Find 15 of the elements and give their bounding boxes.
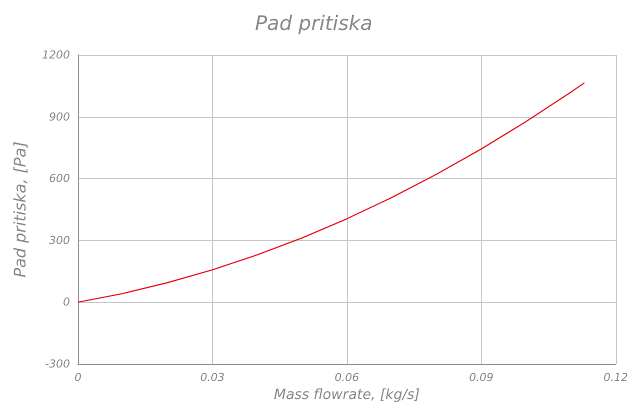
- chart-title: Pad pritiska: [255, 11, 372, 35]
- y-tick-label: 300: [49, 234, 70, 247]
- x-tick-label: 0.03: [200, 371, 225, 384]
- x-tick-label: 0.12: [604, 371, 628, 384]
- y-tick-label: 900: [49, 110, 70, 124]
- y-tick-label: -300: [45, 358, 70, 370]
- x-tick-label: 0.06: [334, 371, 360, 384]
- y-tick-label: 600: [49, 172, 70, 186]
- x-tick-label: 0.09: [469, 371, 494, 384]
- y-axis-title: Pad pritiska, [Pa]: [10, 141, 30, 278]
- y-tick-label: 0: [63, 296, 70, 309]
- x-tick-label: 0: [74, 371, 82, 384]
- line-series: [77, 82, 585, 303]
- x-axis-title: Mass flowrate, [kg/s]: [274, 386, 420, 403]
- y-tick-label: 1200: [42, 48, 70, 62]
